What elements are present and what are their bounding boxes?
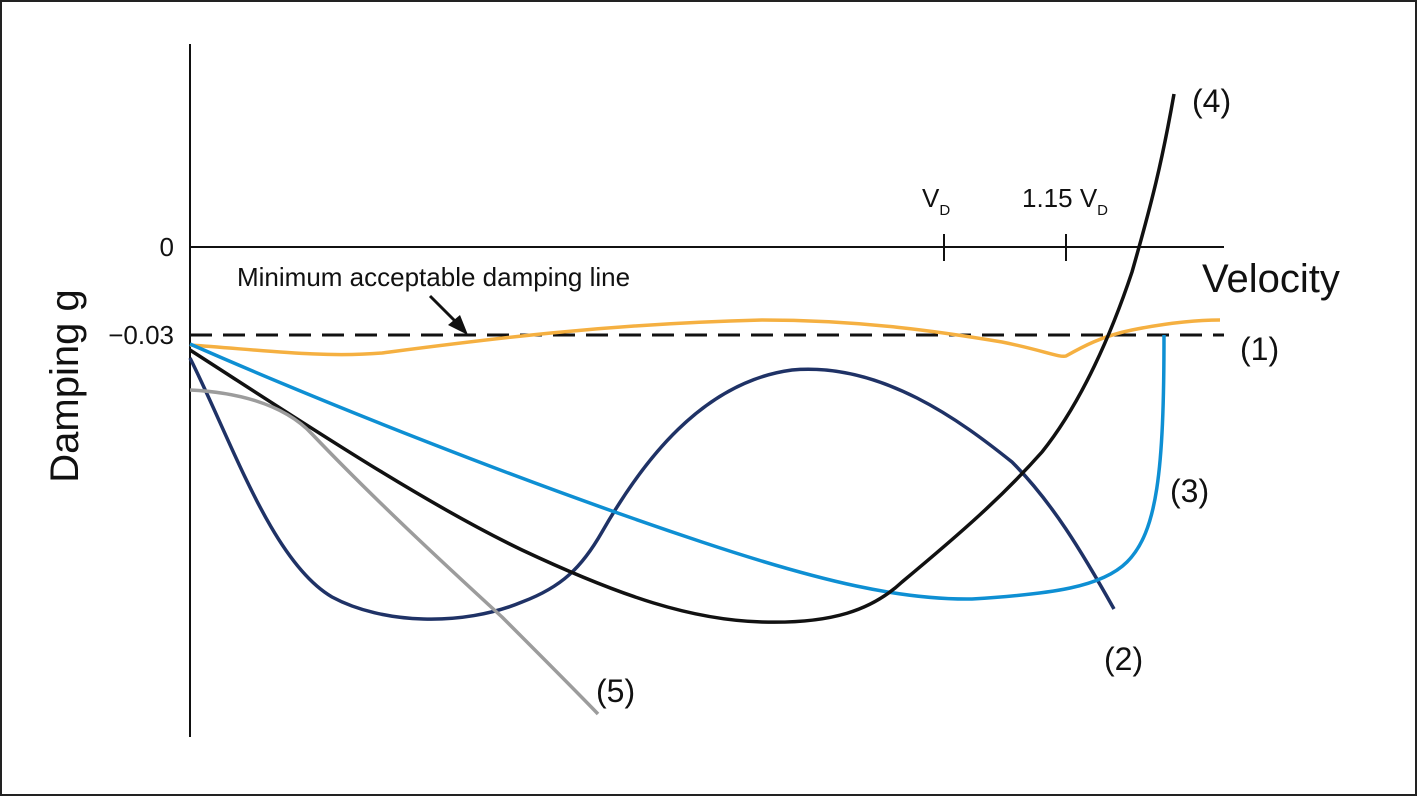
- curve-label-1: (1): [1240, 331, 1279, 367]
- vd-label-sub: D: [939, 202, 950, 219]
- minimum-damping-arrow: [428, 294, 468, 335]
- curve-label-2: (2): [1104, 641, 1143, 677]
- vd-label-main: V: [922, 183, 940, 213]
- curve-3: [189, 334, 1166, 601]
- vd115-label: 1.15 VD: [1022, 183, 1108, 219]
- curve-1: [189, 318, 1221, 359]
- vd115-label-sub: D: [1097, 202, 1108, 219]
- curve-label-3: (3): [1170, 473, 1209, 509]
- curve-2: [188, 357, 1116, 621]
- y-tick-label-0: 0: [160, 232, 174, 262]
- curve-4: [189, 93, 1176, 624]
- x-axis-label: Velocity: [1202, 257, 1340, 301]
- y-tick-label-minus-0-03: −0.03: [108, 320, 174, 350]
- curve-5: [189, 388, 600, 716]
- curve-label-4: (4): [1192, 83, 1231, 119]
- vd-label: VD: [922, 183, 950, 219]
- y-axis-label: Damping g: [43, 289, 87, 482]
- curve-label-5: (5): [596, 673, 635, 709]
- vd115-label-main: 1.15 V: [1022, 183, 1098, 213]
- minimum-damping-label: Minimum acceptable damping line: [237, 262, 630, 292]
